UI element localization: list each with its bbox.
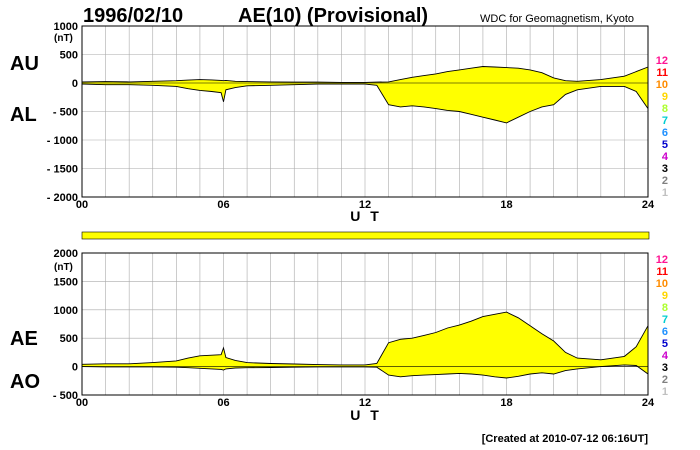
legend-entry-11: 11	[656, 266, 668, 278]
y-tick-label: 500	[60, 333, 78, 345]
ao-label: AO	[10, 371, 40, 393]
series-line-ae	[81, 311, 649, 366]
unit-label-top: (nT)	[54, 33, 73, 44]
legend-entry-5: 5	[662, 139, 668, 151]
separator-bar	[81, 231, 650, 240]
legend-entry-3: 3	[662, 163, 668, 175]
x-tick-label: 06	[217, 397, 229, 409]
legend-entry-4: 4	[662, 151, 669, 163]
legend-entry-1: 1	[662, 386, 668, 398]
al-label: AL	[10, 104, 37, 126]
series-line-al	[81, 83, 649, 124]
y-tick-label: 1000	[54, 305, 78, 317]
created-timestamp: [Created at 2010-07-12 06:16UT]	[482, 433, 649, 445]
unit-label-bottom: (nT)	[54, 262, 73, 273]
series-line-au	[81, 66, 649, 83]
source-label: WDC for Geomagnetism, Kyoto	[480, 13, 634, 25]
date-title: 1996/02/10	[83, 5, 183, 27]
x-tick-label: 24	[642, 199, 655, 211]
legend-entry-7: 7	[662, 115, 668, 127]
y-tick-label: - 500	[53, 107, 78, 119]
y-tick-label: - 2000	[47, 192, 78, 204]
legend-entry-6: 6	[662, 326, 668, 338]
y-tick-label: 500	[60, 50, 78, 62]
y-tick-label: - 1000	[47, 135, 78, 147]
legend-entry-12: 12	[656, 254, 668, 266]
band-fill	[82, 66, 648, 123]
legend-entry-2: 2	[662, 175, 668, 187]
legend-entry-8: 8	[662, 302, 668, 314]
index-title: AE(10) (Provisional)	[238, 5, 428, 27]
y-tick-label: 0	[72, 362, 78, 374]
y-tick-label: 0	[72, 78, 78, 90]
x-tick-label: 00	[76, 199, 88, 211]
plot-frame	[81, 25, 649, 198]
x-tick-label: 06	[217, 199, 229, 211]
legend-entry-3: 3	[662, 362, 668, 374]
x-tick-label: 18	[500, 199, 512, 211]
x-tick-label: 12	[359, 199, 371, 211]
band-fill	[82, 312, 648, 378]
x-tick-label: 12	[359, 397, 371, 409]
legend-entry-9: 9	[662, 91, 668, 103]
x-tick-label: 24	[642, 397, 655, 409]
legend-entry-1: 1	[662, 187, 668, 199]
legend-entry-8: 8	[662, 103, 668, 115]
y-tick-label: 1000	[54, 21, 78, 33]
y-tick-label: 2000	[54, 248, 78, 260]
legend-entry-2: 2	[662, 374, 668, 386]
x-tick-label: 00	[76, 397, 88, 409]
legend-entry-10: 10	[656, 278, 668, 290]
y-tick-label: 1500	[54, 276, 78, 288]
legend-entry-11: 11	[656, 67, 668, 79]
x-axis-title-top: U T	[350, 208, 382, 224]
legend-entry-6: 6	[662, 127, 668, 139]
plot-frame	[81, 252, 649, 396]
legend-entry-7: 7	[662, 314, 668, 326]
x-axis-title-bottom: U T	[350, 407, 382, 423]
legend-entry-12: 12	[656, 55, 668, 67]
legend-entry-4: 4	[662, 350, 669, 362]
series-line-ao	[81, 364, 649, 379]
legend-entry-9: 9	[662, 290, 668, 302]
au-label: AU	[10, 53, 39, 75]
y-tick-label: - 500	[53, 390, 78, 402]
legend-entry-10: 10	[656, 79, 668, 91]
x-tick-label: 18	[500, 397, 512, 409]
legend-entry-5: 5	[662, 338, 668, 350]
ae-label: AE	[10, 328, 38, 350]
y-tick-label: - 1500	[47, 164, 78, 176]
